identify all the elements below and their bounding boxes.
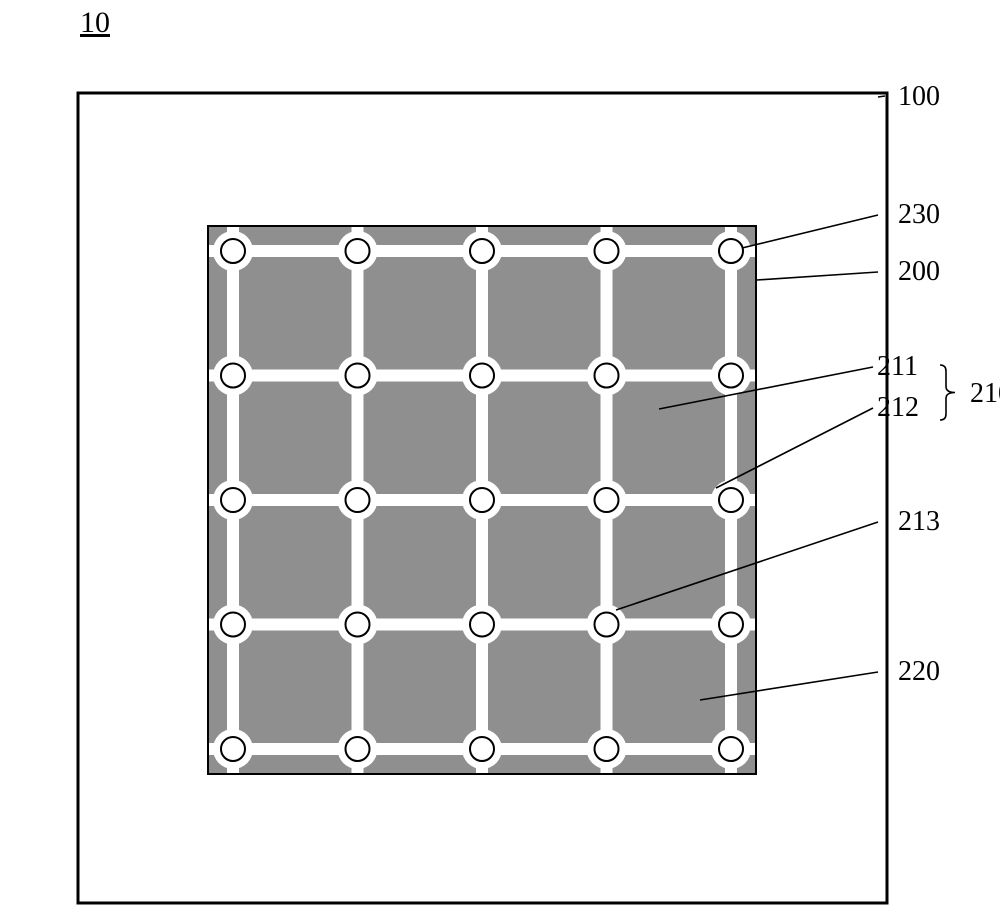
grid-node [719,488,743,512]
grid-node [595,613,619,637]
grid-node [595,364,619,388]
grid-node [470,737,494,761]
lbl-220: 220 [898,656,940,687]
lbl-100: 100 [898,81,940,112]
lbl-230: 230 [898,199,940,230]
grid-node [470,364,494,388]
leader-line [878,96,885,97]
grid-node [221,613,245,637]
grid-node [595,737,619,761]
lbl-210: 210 [970,378,1000,409]
grid-node [719,239,743,263]
grid-node [221,239,245,263]
grid-node [719,737,743,761]
lbl-213: 213 [898,506,940,537]
grid-node [719,613,743,637]
lbl-212: 212 [877,392,919,423]
grid-node [346,239,370,263]
grid-node [346,488,370,512]
grid-node [595,239,619,263]
grid-node [346,737,370,761]
grid-node [470,239,494,263]
grid-node [346,613,370,637]
grid-node [221,364,245,388]
grid-node [470,488,494,512]
grid-node [719,364,743,388]
grid-node [221,737,245,761]
grid-node [595,488,619,512]
grid-node [221,488,245,512]
lbl-211: 211 [877,351,918,382]
lbl-200: 200 [898,256,940,287]
figure-number: 10 [80,6,110,39]
grid-node [346,364,370,388]
grid-node [470,613,494,637]
